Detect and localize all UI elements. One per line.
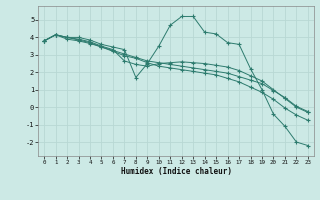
X-axis label: Humidex (Indice chaleur): Humidex (Indice chaleur) bbox=[121, 167, 231, 176]
